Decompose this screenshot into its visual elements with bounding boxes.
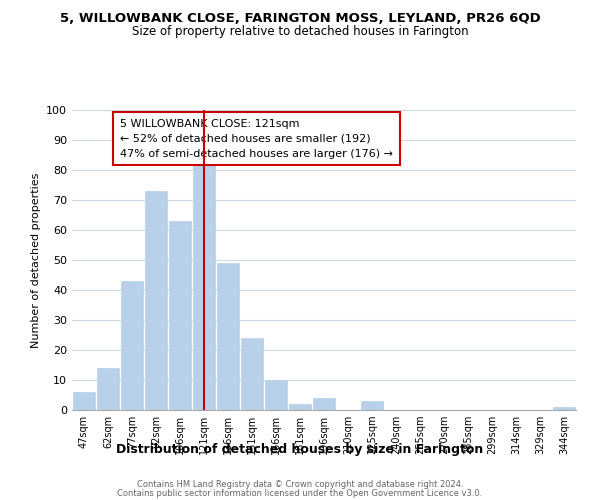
Text: Size of property relative to detached houses in Farington: Size of property relative to detached ho… [131,25,469,38]
Bar [97,368,119,410]
Y-axis label: Number of detached properties: Number of detached properties [31,172,41,348]
Bar [121,281,143,410]
Bar [241,338,263,410]
Bar [169,221,191,410]
Text: Contains HM Land Registry data © Crown copyright and database right 2024.: Contains HM Land Registry data © Crown c… [137,480,463,489]
Text: 5 WILLOWBANK CLOSE: 121sqm
← 52% of detached houses are smaller (192)
47% of sem: 5 WILLOWBANK CLOSE: 121sqm ← 52% of deta… [120,119,393,158]
Bar [73,392,95,410]
Bar [265,380,287,410]
Bar [553,407,575,410]
Text: Contains public sector information licensed under the Open Government Licence v3: Contains public sector information licen… [118,489,482,498]
Bar [289,404,311,410]
Text: Distribution of detached houses by size in Farington: Distribution of detached houses by size … [116,442,484,456]
Text: 5, WILLOWBANK CLOSE, FARINGTON MOSS, LEYLAND, PR26 6QD: 5, WILLOWBANK CLOSE, FARINGTON MOSS, LEY… [59,12,541,26]
Bar [145,191,167,410]
Bar [313,398,335,410]
Bar [217,263,239,410]
Bar [361,401,383,410]
Bar [193,161,215,410]
